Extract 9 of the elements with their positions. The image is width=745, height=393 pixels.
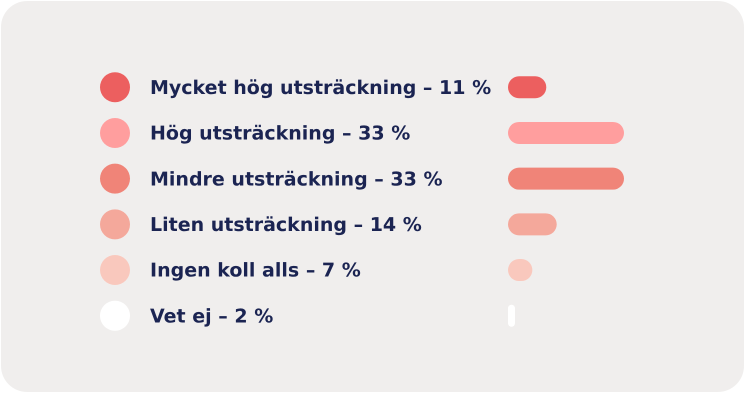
bar <box>508 168 624 190</box>
y-tick-label: Ingen koll alls – 7 % <box>150 260 361 282</box>
y-tick-label: Mycket hög utsträckning – 11 % <box>150 76 492 99</box>
y-tick-label: Mindre utsträckning – 33 % <box>150 168 442 190</box>
y-tick-label: Vet ej – 2 % <box>150 305 274 328</box>
y-tick-label: Hög utsträckning – 33 % <box>150 122 410 145</box>
bar <box>508 122 624 144</box>
y-tick-label: Liten utsträckning – 14 % <box>150 214 422 236</box>
bar <box>508 213 557 236</box>
